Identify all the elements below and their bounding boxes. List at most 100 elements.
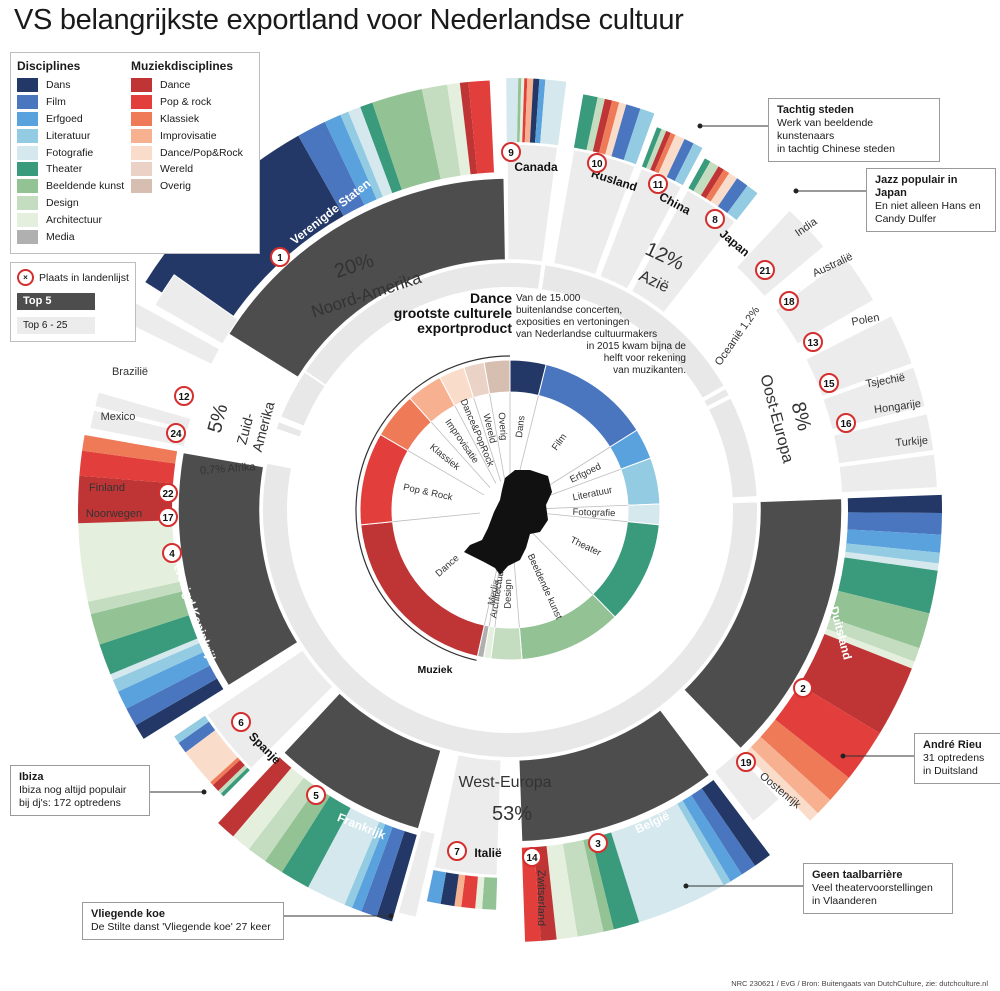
country-bar-segment [845, 543, 940, 564]
country-bar-segment [688, 158, 711, 191]
discipline-divider [454, 405, 497, 484]
rank-badge [779, 291, 799, 311]
rank-badge-number: 13 [807, 338, 819, 349]
legend-label: Dans [46, 79, 71, 92]
source-note: NRC 230621 / EvG / Bron: Buitengaats van… [731, 979, 988, 988]
country-bar-segment [482, 877, 498, 910]
legend-item-muziek: Improvisatie [131, 127, 243, 144]
netherlands-map [464, 470, 552, 575]
rank-badge [447, 841, 467, 861]
rank-badge-number: 19 [740, 758, 752, 769]
rank-badge-number: 12 [178, 392, 190, 403]
rank-badge-number: 14 [526, 853, 538, 864]
country-label: Mexico [101, 411, 136, 423]
country-label: Italië [474, 846, 502, 860]
country-bar-segment [348, 106, 393, 197]
country-bar-segment [79, 450, 176, 484]
legend-swatch [17, 78, 38, 93]
country-bar-segment [461, 875, 478, 909]
country-label-band [282, 691, 443, 831]
discipline-label: Overig [496, 412, 509, 441]
country-bar-segment [308, 808, 380, 905]
legend-swatch [131, 162, 152, 177]
country-bar-segment [218, 757, 292, 837]
country-bar-segment [847, 512, 942, 535]
country-bar-segment [281, 796, 351, 888]
center-body-line: exposities en vertoningen [516, 317, 629, 328]
country-bar-segment [727, 185, 758, 221]
country-bar-segment [847, 494, 942, 514]
discipline-donut: DansFilmErfgoedLiteratuurFotografieTheat… [355, 290, 686, 676]
country-label: Noorwegen [86, 508, 142, 520]
country-bar-segment [447, 82, 471, 176]
country-bar-segment [535, 79, 546, 144]
rank-badge-number: 18 [783, 297, 795, 308]
country-bar-segment [677, 800, 731, 886]
discipline-divider [407, 450, 485, 496]
country-bar-segment [760, 719, 849, 800]
country-bar-segment [90, 591, 189, 645]
country-bar-segment [623, 108, 655, 165]
muziek-bracket [355, 355, 511, 661]
legend-item-muziek: Dance [131, 77, 243, 94]
key-top6: Top 6 - 25 [17, 317, 95, 334]
legend-item-discipline: Literatuur [17, 127, 124, 144]
legend-label: Design [46, 196, 79, 209]
country-bar-segment [646, 129, 667, 170]
rank-badge-number: 3 [595, 839, 601, 850]
discipline-segment [483, 359, 511, 395]
muziek-label: Muziek [417, 664, 452, 676]
rank-badge-number: 11 [653, 180, 664, 191]
country-bar-segment [750, 736, 831, 814]
legend-label: Improvisatie [160, 129, 217, 142]
country-bar-segment [248, 777, 317, 862]
key-top5: Top 5 [17, 293, 95, 310]
callout-dot [683, 883, 689, 889]
legend-item-discipline: Erfgoed [17, 111, 124, 128]
discipline-label: Fotografie [572, 507, 615, 519]
rank-badge [736, 752, 756, 772]
region-name: West-Europa [458, 774, 551, 791]
country-bar-segment [77, 475, 174, 524]
region-share: 5% [204, 401, 233, 435]
legend-label: Dance/Pop&Rock [160, 146, 243, 159]
country-bar-segment [344, 821, 386, 908]
country-tab [774, 256, 875, 345]
legend-swatch [17, 212, 38, 227]
legend-label: Overig [160, 180, 191, 193]
discipline-divider [473, 397, 502, 482]
discipline-divider [516, 395, 539, 481]
country-label: Turkije [895, 435, 929, 450]
country-bar-segment [658, 134, 685, 178]
rank-badge [174, 386, 194, 406]
country-bar-segment [360, 102, 402, 194]
country-bar-segment [674, 143, 703, 186]
country-label: Brazilië [112, 366, 148, 378]
country-bar-segment [846, 529, 942, 553]
legend-swatch [131, 128, 152, 143]
rank-badge-number: 4 [169, 549, 175, 560]
country-bar-segment [178, 721, 216, 753]
region-name: Oceanië 1,2% [713, 304, 763, 368]
country-bar-segment [700, 166, 724, 199]
country-bar-segment [586, 97, 605, 152]
callout-lines [132, 123, 914, 919]
rank-badge-number: 22 [162, 489, 174, 500]
country-bar-segment [546, 843, 578, 940]
legend-label: Pop & rock [160, 96, 212, 109]
country-bar-segment [440, 872, 459, 907]
rank-badge-number: 9 [508, 148, 514, 159]
country-bar-segment [220, 767, 250, 797]
country-tab [713, 752, 781, 822]
country-bar-segment [705, 169, 730, 202]
country-bar-segment [641, 127, 662, 169]
discipline-label: Dans [514, 415, 528, 439]
country-bar-segment [265, 787, 330, 873]
country-label: Japan [717, 226, 753, 259]
country-bar-segment [519, 78, 525, 143]
legend-label: Literatuur [46, 129, 91, 142]
country-bar-segment [426, 869, 447, 904]
rank-badge [648, 174, 668, 194]
center-body-line: van Nederlandse cultuurmakers [516, 329, 657, 340]
country-bar-segment [611, 104, 641, 161]
